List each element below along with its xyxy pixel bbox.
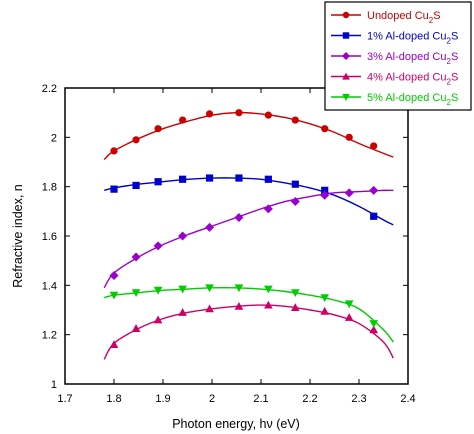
data-point-series-5: [131, 289, 141, 298]
legend-marker-5: [342, 93, 350, 101]
plot-area: [64, 87, 409, 385]
data-point-series-4: [205, 304, 214, 313]
data-point-series-4: [131, 324, 141, 332]
data-point-series-3: [109, 270, 119, 280]
data-point-series-4: [320, 306, 330, 315]
data-point-series-1: [264, 111, 272, 119]
legend-label-1: Undoped Cu2S: [367, 10, 441, 25]
legend-label-2: 1% Al-doped Cu2S: [367, 31, 458, 46]
series-line-2: [104, 177, 394, 226]
y-tick-label: 1: [51, 379, 57, 391]
y-tick-label: 2: [51, 132, 57, 144]
legend-marker-1: [342, 11, 350, 19]
x-tick-label: 2.1: [253, 393, 268, 405]
data-point-series-4: [264, 300, 273, 309]
data-point-series-4: [178, 308, 187, 316]
y-axis-title: Refractive index, n: [11, 184, 25, 288]
data-point-series-2: [264, 175, 272, 183]
series-line-1: [103, 111, 394, 161]
legend-marker-2: [342, 32, 350, 39]
x-tick-label: 2.3: [351, 393, 366, 405]
data-point-series-5: [320, 294, 330, 302]
data-point-series-3: [131, 252, 141, 262]
data-point-series-1: [235, 109, 243, 117]
data-point-series-3: [369, 185, 379, 195]
data-point-series-2: [110, 185, 118, 193]
data-point-series-1: [154, 125, 162, 133]
data-point-series-2: [235, 174, 243, 182]
data-point-series-4: [369, 325, 379, 334]
data-point-series-3: [320, 190, 330, 200]
legend-label-3: 3% Al-doped Cu2S: [367, 51, 458, 66]
data-point-series-1: [110, 147, 118, 155]
data-point-series-2: [370, 212, 378, 220]
legend: Undoped Cu2S 1% Al-doped Cu2S 3% Al-doped …: [324, 1, 472, 111]
series-line-3: [103, 189, 394, 289]
x-tick-label: 1.7: [57, 393, 72, 405]
data-point-series-5: [153, 286, 163, 295]
legend-label-5: 5% Al-doped Cu2S: [367, 92, 458, 107]
series-line-4: [103, 304, 394, 360]
data-point-series-5: [290, 289, 300, 298]
data-point-series-3: [344, 188, 354, 198]
data-point-series-3: [290, 196, 300, 206]
data-point-series-4: [290, 303, 300, 311]
data-point-series-1: [291, 116, 299, 124]
x-tick-label: 2.4: [400, 393, 415, 405]
x-tick-label: 2: [209, 393, 215, 405]
data-point-series-5: [205, 284, 214, 293]
data-point-series-5: [344, 300, 354, 309]
x-tick-label: 1.8: [106, 393, 121, 405]
data-point-series-1: [179, 116, 187, 124]
data-point-series-1: [370, 142, 378, 150]
data-point-series-3: [234, 213, 244, 222]
data-point-series-2: [179, 175, 187, 183]
data-point-series-2: [291, 180, 299, 188]
legend-marker-3: [342, 52, 350, 60]
y-tick-label: 1.2: [42, 330, 57, 342]
data-point-series-5: [264, 285, 273, 294]
axis-ticks: 1.7 1.8 1.9 2 2.1 2.2 2.3 2.4 1 1.2 1.4 1.6 1.8 2 2.2: [42, 83, 416, 405]
y-tick-label: 2.2: [42, 83, 57, 95]
data-point-series-4: [234, 301, 244, 310]
x-tick-label: 2.2: [302, 393, 317, 405]
data-point-series-3: [263, 204, 273, 214]
data-point-series-1: [132, 136, 140, 144]
legend-label-4: 4% Al-doped Cu2S: [367, 72, 458, 87]
data-point-series-1: [321, 125, 329, 133]
data-point-series-1: [345, 133, 353, 141]
data-point-series-4: [344, 313, 354, 321]
data-point-series-5: [234, 284, 244, 293]
series-markers: [109, 109, 379, 348]
data-point-series-3: [178, 231, 188, 241]
data-point-series-2: [205, 174, 214, 182]
y-tick-label: 1.8: [42, 182, 57, 194]
data-point-series-5: [369, 320, 379, 328]
data-point-series-3: [205, 222, 215, 232]
x-tick-label: 1.9: [155, 393, 170, 405]
series-curves: [103, 111, 394, 360]
data-point-series-4: [109, 340, 119, 348]
data-point-series-3: [153, 241, 163, 251]
data-point-series-1: [205, 110, 214, 118]
data-point-series-2: [321, 186, 329, 194]
y-tick-label: 1.4: [42, 280, 57, 292]
series-line-5: [104, 286, 394, 343]
data-point-series-2: [154, 178, 162, 186]
data-point-series-4: [153, 315, 163, 324]
data-point-series-2: [132, 181, 140, 190]
data-point-series-5: [109, 291, 119, 300]
y-tick-label: 1.6: [42, 231, 57, 243]
data-point-series-5: [178, 285, 187, 294]
legend-marker-4: [342, 72, 350, 80]
x-axis-title: Photon energy, hν (eV): [172, 417, 300, 431]
